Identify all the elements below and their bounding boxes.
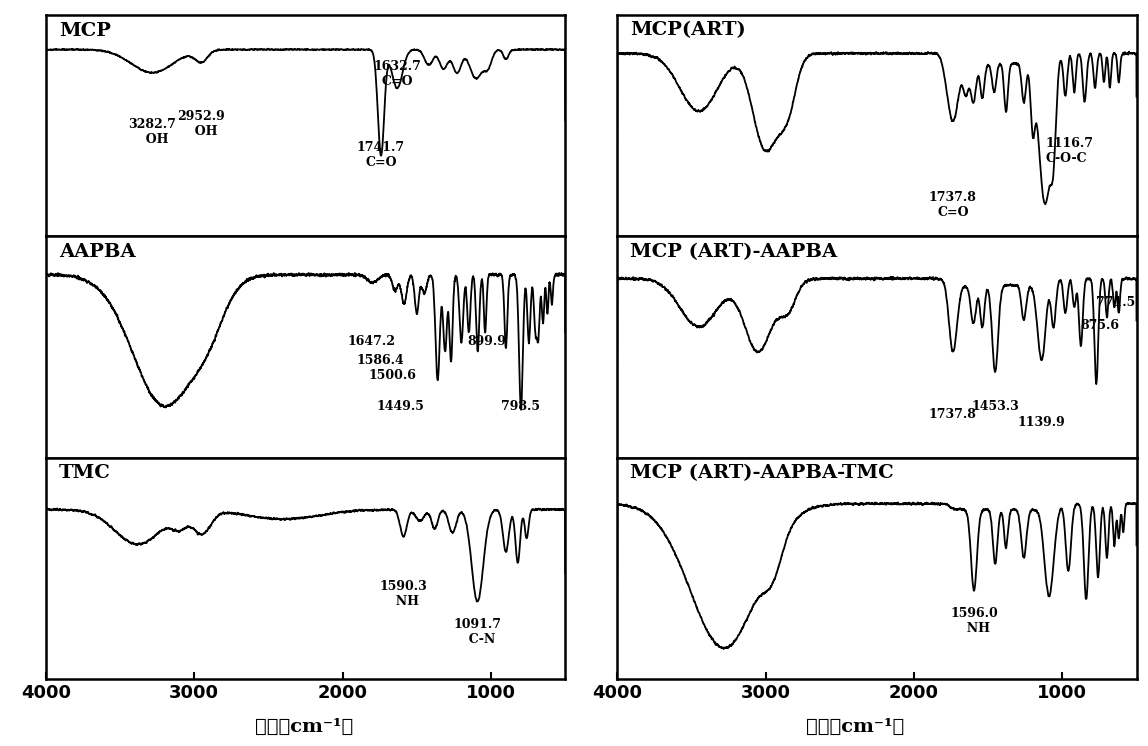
Text: 1632.7
C=O: 1632.7 C=O: [373, 60, 421, 88]
Text: 2952.9
  OH: 2952.9 OH: [178, 110, 225, 138]
Text: 1737.8: 1737.8: [929, 408, 977, 421]
Text: 1116.7
C-O-C: 1116.7 C-O-C: [1045, 137, 1093, 165]
Text: MCP (ART)-AAPBA-TMC: MCP (ART)-AAPBA-TMC: [630, 464, 894, 482]
Text: MCP(ART): MCP(ART): [630, 22, 746, 40]
Text: 1139.9: 1139.9: [1017, 416, 1065, 429]
Text: 波数（cm⁻¹）: 波数（cm⁻¹）: [255, 718, 354, 736]
Text: AAPBA: AAPBA: [59, 243, 135, 261]
Text: 1737.8
C=O: 1737.8 C=O: [929, 191, 977, 219]
Text: 875.6: 875.6: [1080, 319, 1119, 333]
Text: 1741.7
C=O: 1741.7 C=O: [357, 141, 405, 169]
Text: 1647.2: 1647.2: [347, 335, 395, 348]
Text: MCP (ART)-AAPBA: MCP (ART)-AAPBA: [630, 243, 837, 261]
Text: 1091.7
  C-N: 1091.7 C-N: [453, 618, 502, 646]
Text: 798.5: 798.5: [502, 401, 541, 413]
Text: 771.5: 771.5: [1096, 296, 1135, 310]
Text: 1453.3: 1453.3: [971, 401, 1019, 413]
Text: 1586.4: 1586.4: [356, 354, 404, 367]
Text: 波数（cm⁻¹）: 波数（cm⁻¹）: [806, 718, 905, 736]
Text: 1500.6: 1500.6: [369, 369, 417, 383]
Text: MCP: MCP: [59, 22, 110, 40]
Text: 1590.3
  NH: 1590.3 NH: [380, 580, 427, 608]
Text: 1596.0
  NH: 1596.0 NH: [951, 606, 998, 635]
Text: TMC: TMC: [59, 464, 110, 482]
Text: 899.9: 899.9: [467, 335, 506, 348]
Text: 1449.5: 1449.5: [377, 401, 425, 413]
Text: 3282.7
  OH: 3282.7 OH: [129, 118, 177, 145]
